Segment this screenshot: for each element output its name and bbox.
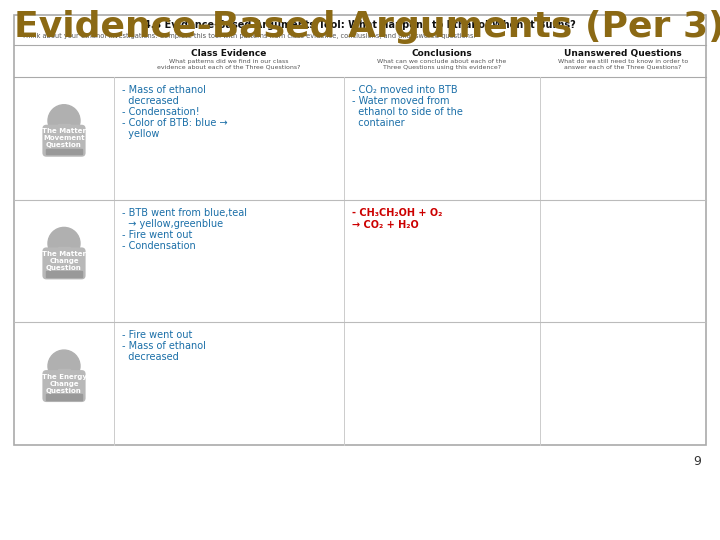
Bar — [46, 272, 81, 277]
Text: The Matter
Change
Question: The Matter Change Question — [42, 251, 86, 271]
FancyBboxPatch shape — [14, 15, 706, 445]
Bar — [46, 148, 81, 154]
FancyBboxPatch shape — [42, 247, 86, 279]
Bar — [58, 369, 70, 387]
Text: Think about your ethanol investigations. Complete this tool with patterns from c: Think about your ethanol investigations.… — [22, 33, 476, 39]
Text: decreased: decreased — [122, 96, 179, 106]
Bar — [58, 247, 70, 264]
Text: ethanol to side of the: ethanol to side of the — [352, 107, 463, 117]
Text: - Color of BTB: blue →: - Color of BTB: blue → — [122, 118, 228, 128]
Text: 9: 9 — [693, 455, 701, 468]
Text: - CH₃CH₂OH + O₂: - CH₃CH₂OH + O₂ — [352, 208, 442, 218]
Bar — [46, 394, 81, 400]
Text: - Mass of ethanol: - Mass of ethanol — [122, 85, 206, 95]
Circle shape — [48, 105, 80, 137]
Text: - CO₂ moved into BTB: - CO₂ moved into BTB — [352, 85, 458, 95]
Circle shape — [48, 350, 80, 382]
Text: What can we conclude about each of the
Three Questions using this evidence?: What can we conclude about each of the T… — [377, 59, 507, 70]
Text: → CO₂ + H₂O: → CO₂ + H₂O — [352, 220, 419, 229]
FancyBboxPatch shape — [42, 370, 86, 402]
Text: Evidence-Based Arguments (Per 3): Evidence-Based Arguments (Per 3) — [14, 10, 720, 44]
Text: - Condensation!: - Condensation! — [122, 107, 199, 117]
Text: decreased: decreased — [122, 352, 179, 362]
Text: - Mass of ethanol: - Mass of ethanol — [122, 341, 206, 352]
Text: Unanswered Questions: Unanswered Questions — [564, 49, 682, 58]
Text: → yellow,greenblue: → yellow,greenblue — [122, 219, 223, 228]
Text: Conclusions: Conclusions — [412, 49, 472, 58]
Text: - Fire went out: - Fire went out — [122, 330, 192, 340]
Bar — [58, 124, 70, 141]
Text: The Energy
Change
Question: The Energy Change Question — [42, 374, 86, 394]
Text: - BTB went from blue,teal: - BTB went from blue,teal — [122, 208, 247, 218]
Text: yellow: yellow — [122, 129, 159, 139]
FancyBboxPatch shape — [42, 125, 86, 157]
Text: What patterns did we find in our class
evidence about each of the Three Question: What patterns did we find in our class e… — [157, 59, 301, 70]
Text: Class Evidence: Class Evidence — [192, 49, 266, 58]
Circle shape — [48, 227, 80, 259]
Text: What do we still need to know in order to
answer each of the Three Questions?: What do we still need to know in order t… — [558, 59, 688, 70]
Text: - Fire went out: - Fire went out — [122, 230, 192, 240]
Text: - Water moved from: - Water moved from — [352, 96, 449, 106]
Text: - Condensation: - Condensation — [122, 241, 196, 251]
Text: The Matter
Movement
Question: The Matter Movement Question — [42, 129, 86, 148]
Text: 4.3 Evidence-Based Arguments Tool: What Happens to Ethanol When it Burns?: 4.3 Evidence-Based Arguments Tool: What … — [144, 20, 576, 30]
Text: container: container — [352, 118, 405, 128]
